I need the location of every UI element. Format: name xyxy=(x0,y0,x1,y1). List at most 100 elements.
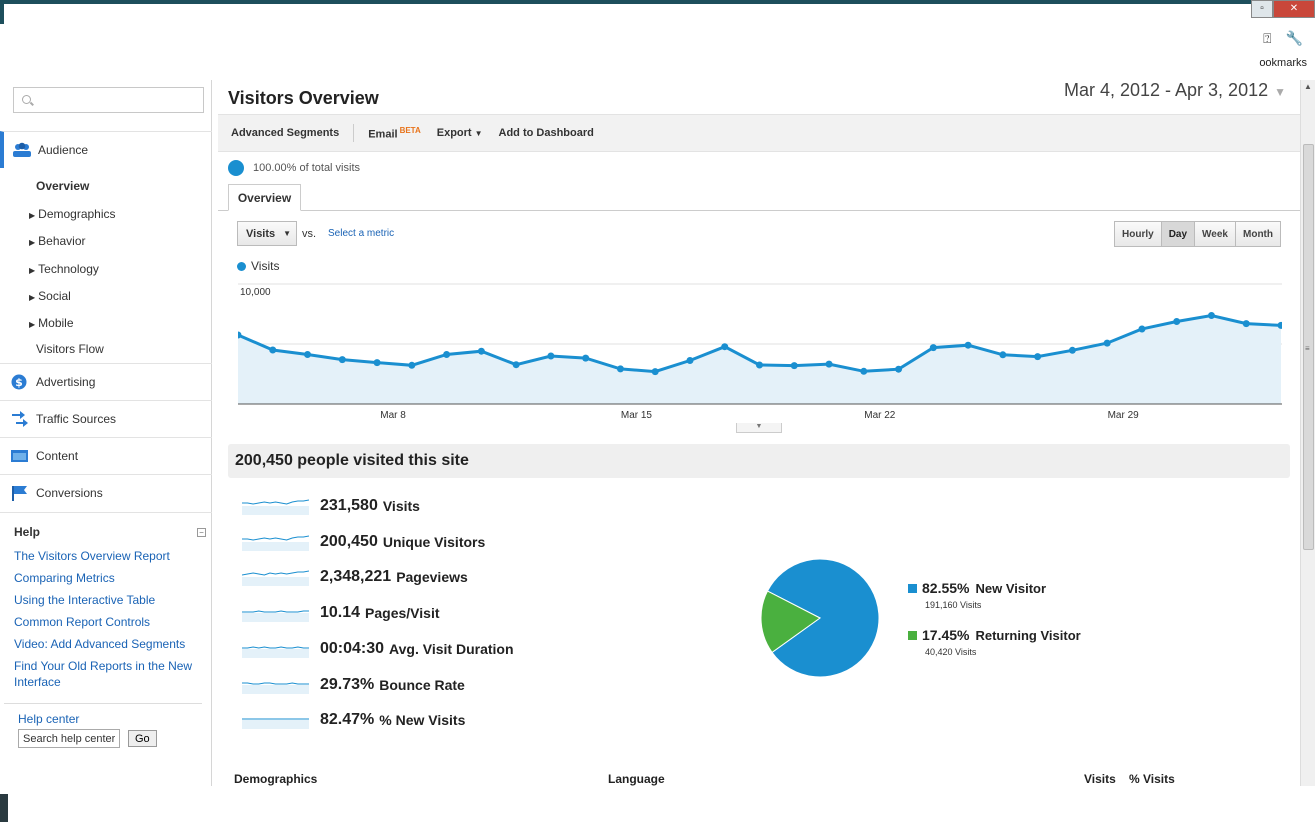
data-point[interactable] xyxy=(1207,312,1215,319)
help-search-input[interactable] xyxy=(18,729,120,748)
sidebar-item-audience[interactable]: Audience xyxy=(0,131,212,168)
sidebar-item-conversions[interactable]: Conversions xyxy=(0,474,212,511)
help-link-old-reports[interactable]: Find Your Old Reports in the New Interfa… xyxy=(14,659,193,689)
data-point[interactable] xyxy=(547,352,555,360)
stat-label[interactable]: Pages/Visit xyxy=(365,605,440,622)
stat-row: 00:04:30 Avg. Visit Duration xyxy=(242,635,562,663)
scroll-up-icon[interactable]: ▲ xyxy=(1304,82,1312,91)
help-link-visitors-overview[interactable]: The Visitors Overview Report xyxy=(14,549,170,563)
minimize-button[interactable]: ▫ xyxy=(1251,0,1273,18)
stat-label[interactable]: % New Visits xyxy=(379,712,466,729)
date-range-picker[interactable]: Mar 4, 2012 - Apr 3, 2012 ▼ xyxy=(1064,80,1286,101)
data-point[interactable] xyxy=(1138,325,1146,333)
summary-title: 200,450 people visited this site xyxy=(228,444,1290,478)
sidebar-item-social[interactable]: ▶ Social xyxy=(29,289,71,303)
add-to-dashboard-button[interactable]: Add to Dashboard xyxy=(498,127,594,139)
stat-label[interactable]: Unique Visitors xyxy=(382,533,486,550)
wrench-icon[interactable]: 🔧 xyxy=(1285,30,1303,46)
data-point[interactable] xyxy=(1068,346,1076,354)
email-button[interactable]: Email BETA xyxy=(368,126,421,141)
data-point[interactable] xyxy=(1103,339,1111,347)
stat-label[interactable]: Avg. Visit Duration xyxy=(389,640,514,657)
scrollbar-thumb[interactable] xyxy=(1303,144,1314,550)
visits-column-header[interactable]: Visits xyxy=(1084,772,1116,786)
data-point[interactable] xyxy=(999,351,1007,359)
help-center-link[interactable]: Help center xyxy=(18,712,80,726)
sidebar-item-traffic-sources[interactable]: Traffic Sources xyxy=(0,400,212,437)
sidebar-item-technology[interactable]: ▶ Technology xyxy=(29,262,99,276)
data-point[interactable] xyxy=(756,361,763,369)
advanced-segments-button[interactable]: Advanced Segments xyxy=(231,127,340,139)
data-point[interactable] xyxy=(373,359,381,367)
sparkline xyxy=(242,718,309,730)
data-point[interactable] xyxy=(408,361,416,369)
data-point[interactable] xyxy=(721,343,729,351)
data-point[interactable] xyxy=(1173,318,1181,325)
data-point[interactable] xyxy=(860,367,868,375)
window-bottom xyxy=(0,786,1315,822)
help-icon[interactable]: ⍰ xyxy=(1263,30,1272,46)
week-button[interactable]: Week xyxy=(1194,222,1235,246)
month-button[interactable]: Month xyxy=(1235,222,1280,246)
data-point[interactable] xyxy=(1242,320,1250,328)
sidebar-item-overview[interactable]: Overview xyxy=(36,179,90,193)
data-point[interactable] xyxy=(338,356,346,364)
beta-badge: BETA xyxy=(399,125,421,135)
visitor-type-pie-chart[interactable] xyxy=(760,558,884,682)
sidebar-item-content[interactable]: Content xyxy=(0,437,212,474)
data-point[interactable] xyxy=(825,360,833,368)
data-point[interactable] xyxy=(651,368,659,376)
data-point[interactable] xyxy=(929,344,937,352)
data-point[interactable] xyxy=(269,346,277,354)
collapse-icon[interactable]: − xyxy=(197,528,206,537)
sidebar-item-advertising[interactable]: $ Advertising xyxy=(0,363,212,400)
metric-dropdown[interactable]: Visits ▼ xyxy=(237,221,297,246)
tab-overview[interactable]: Overview xyxy=(228,184,301,211)
data-point[interactable] xyxy=(790,362,798,370)
data-point[interactable] xyxy=(238,331,242,339)
pie-slice[interactable] xyxy=(766,558,880,678)
help-link-comparing-metrics[interactable]: Comparing Metrics xyxy=(14,571,115,585)
data-point[interactable] xyxy=(512,361,520,369)
select-metric-link[interactable]: Select a metric xyxy=(328,228,395,239)
chevron-down-icon: ▼ xyxy=(283,229,292,238)
export-button[interactable]: Export ▼ xyxy=(437,127,483,139)
help-center: Help center Go xyxy=(4,703,202,748)
sparkline-fill xyxy=(242,648,309,658)
sparkline xyxy=(242,610,309,623)
stat-label[interactable]: Visits xyxy=(382,498,420,514)
sidebar-item-mobile[interactable]: ▶ Mobile xyxy=(29,316,74,330)
search-input[interactable] xyxy=(13,87,204,113)
hourly-button[interactable]: Hourly xyxy=(1115,222,1161,246)
data-point[interactable] xyxy=(443,351,451,358)
pie-slice[interactable] xyxy=(760,590,821,654)
go-button[interactable]: Go xyxy=(128,730,157,747)
chart-collapse-toggle[interactable]: ▼ xyxy=(736,423,782,433)
window-edge xyxy=(0,0,4,24)
stat-label[interactable]: Bounce Rate xyxy=(379,676,465,693)
bookmarks-label[interactable]: ookmarks xyxy=(1259,57,1307,69)
vertical-scrollbar[interactable]: ▲ ≡ xyxy=(1300,80,1315,786)
sidebar-item-visitors-flow[interactable]: Visitors Flow xyxy=(36,342,104,356)
day-button[interactable]: Day xyxy=(1160,222,1195,246)
data-point[interactable] xyxy=(686,357,694,364)
data-point[interactable] xyxy=(477,347,485,355)
segment-pie-icon xyxy=(228,160,244,176)
sidebar-item-behavior[interactable]: ▶ Behavior xyxy=(29,234,86,248)
sidebar-item-demographics[interactable]: ▶ Demographics xyxy=(29,207,116,221)
pct-visits-column-header[interactable]: % Visits xyxy=(1129,772,1175,786)
data-point[interactable] xyxy=(1034,353,1042,361)
help-link-advanced-segments-video[interactable]: Video: Add Advanced Segments xyxy=(14,637,186,651)
data-point[interactable] xyxy=(964,341,972,349)
data-point[interactable] xyxy=(582,354,590,362)
data-point[interactable] xyxy=(1277,321,1283,329)
close-button[interactable]: ✕ xyxy=(1273,0,1315,18)
data-point[interactable] xyxy=(895,365,903,373)
toolbar-divider xyxy=(353,124,355,142)
help-link-report-controls[interactable]: Common Report Controls xyxy=(14,615,151,629)
stat-label[interactable]: Pageviews xyxy=(396,569,468,586)
data-point[interactable] xyxy=(616,365,624,373)
data-point[interactable] xyxy=(304,351,312,358)
help-link-interactive-table[interactable]: Using the Interactive Table xyxy=(14,593,156,607)
